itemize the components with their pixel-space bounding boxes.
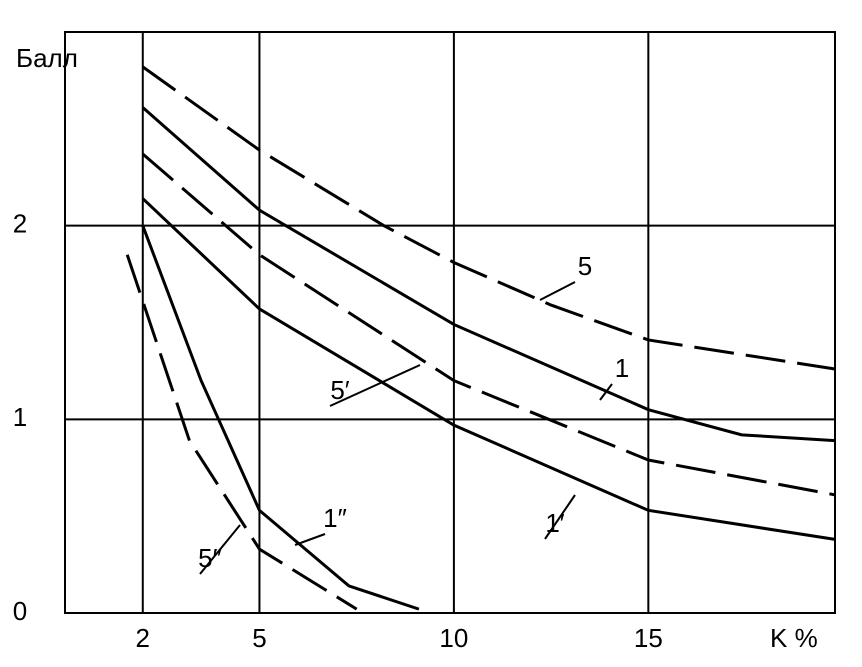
x-tick-label: 10 bbox=[439, 623, 468, 653]
y-axis-label: Балл bbox=[16, 43, 78, 73]
leader-line bbox=[199, 524, 241, 575]
leader-line bbox=[329, 364, 421, 407]
leader-line bbox=[599, 383, 613, 401]
series-label: 5′ bbox=[330, 375, 349, 405]
series-label: 5 bbox=[578, 251, 592, 281]
data-line bbox=[141, 65, 836, 371]
x-tick-label: 15 bbox=[634, 623, 663, 653]
data-line bbox=[141, 152, 836, 497]
leader-line bbox=[294, 533, 326, 546]
x-tick-label: 2 bbox=[136, 623, 150, 653]
y-tick-label: 1 bbox=[13, 402, 27, 432]
y-tick-label: 2 bbox=[13, 209, 27, 239]
leader-line bbox=[544, 494, 576, 540]
data-line bbox=[141, 197, 836, 541]
data-line bbox=[141, 106, 836, 443]
series-label: 1″ bbox=[323, 503, 347, 533]
x-axis-label: K % bbox=[770, 623, 818, 653]
series-label: 1′ bbox=[545, 508, 564, 538]
y-tick-label: 0 bbox=[13, 596, 27, 626]
leader-line bbox=[539, 281, 576, 301]
x-tick-label: 5 bbox=[252, 623, 266, 653]
data-line bbox=[141, 225, 420, 611]
series-label: 1 bbox=[615, 353, 629, 383]
series-label: 5″ bbox=[198, 543, 222, 573]
data-line bbox=[125, 254, 358, 611]
